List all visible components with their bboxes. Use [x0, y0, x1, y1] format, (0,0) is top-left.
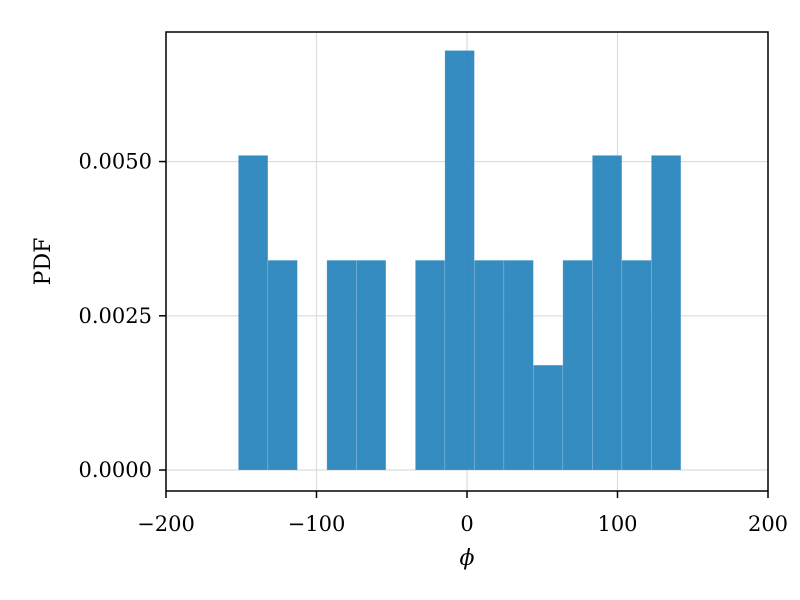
histogram-bar [651, 155, 682, 471]
x-tick-label: 0 [460, 512, 473, 536]
histogram-bars [238, 50, 682, 471]
x-tick-label: −100 [288, 512, 346, 536]
histogram-bar [238, 155, 269, 471]
x-tick-label: −200 [137, 512, 195, 536]
histogram-bar [474, 259, 505, 471]
histogram-bar [621, 259, 652, 471]
histogram-bar [592, 155, 623, 471]
histogram-bar [444, 50, 475, 471]
x-tick-label: 200 [748, 512, 788, 536]
histogram-bar [415, 259, 446, 471]
y-tick-label: 0.0025 [79, 304, 152, 328]
histogram-bar [267, 259, 298, 471]
x-axis-label: ϕ [460, 546, 475, 571]
x-axis-ticks: −200 −100 0 100 200 [137, 491, 788, 536]
y-tick-label: 0.0000 [79, 458, 152, 482]
histogram-bar [533, 364, 564, 471]
histogram-bar [562, 259, 593, 471]
y-tick-label: 0.0050 [79, 150, 152, 174]
y-axis-ticks: 0.0000 0.0025 0.0050 [79, 150, 166, 482]
histogram-bar [503, 259, 534, 471]
x-tick-label: 100 [597, 512, 637, 536]
y-axis-label: PDF [31, 238, 56, 286]
histogram-bar [326, 259, 357, 471]
histogram-bar [356, 259, 387, 471]
